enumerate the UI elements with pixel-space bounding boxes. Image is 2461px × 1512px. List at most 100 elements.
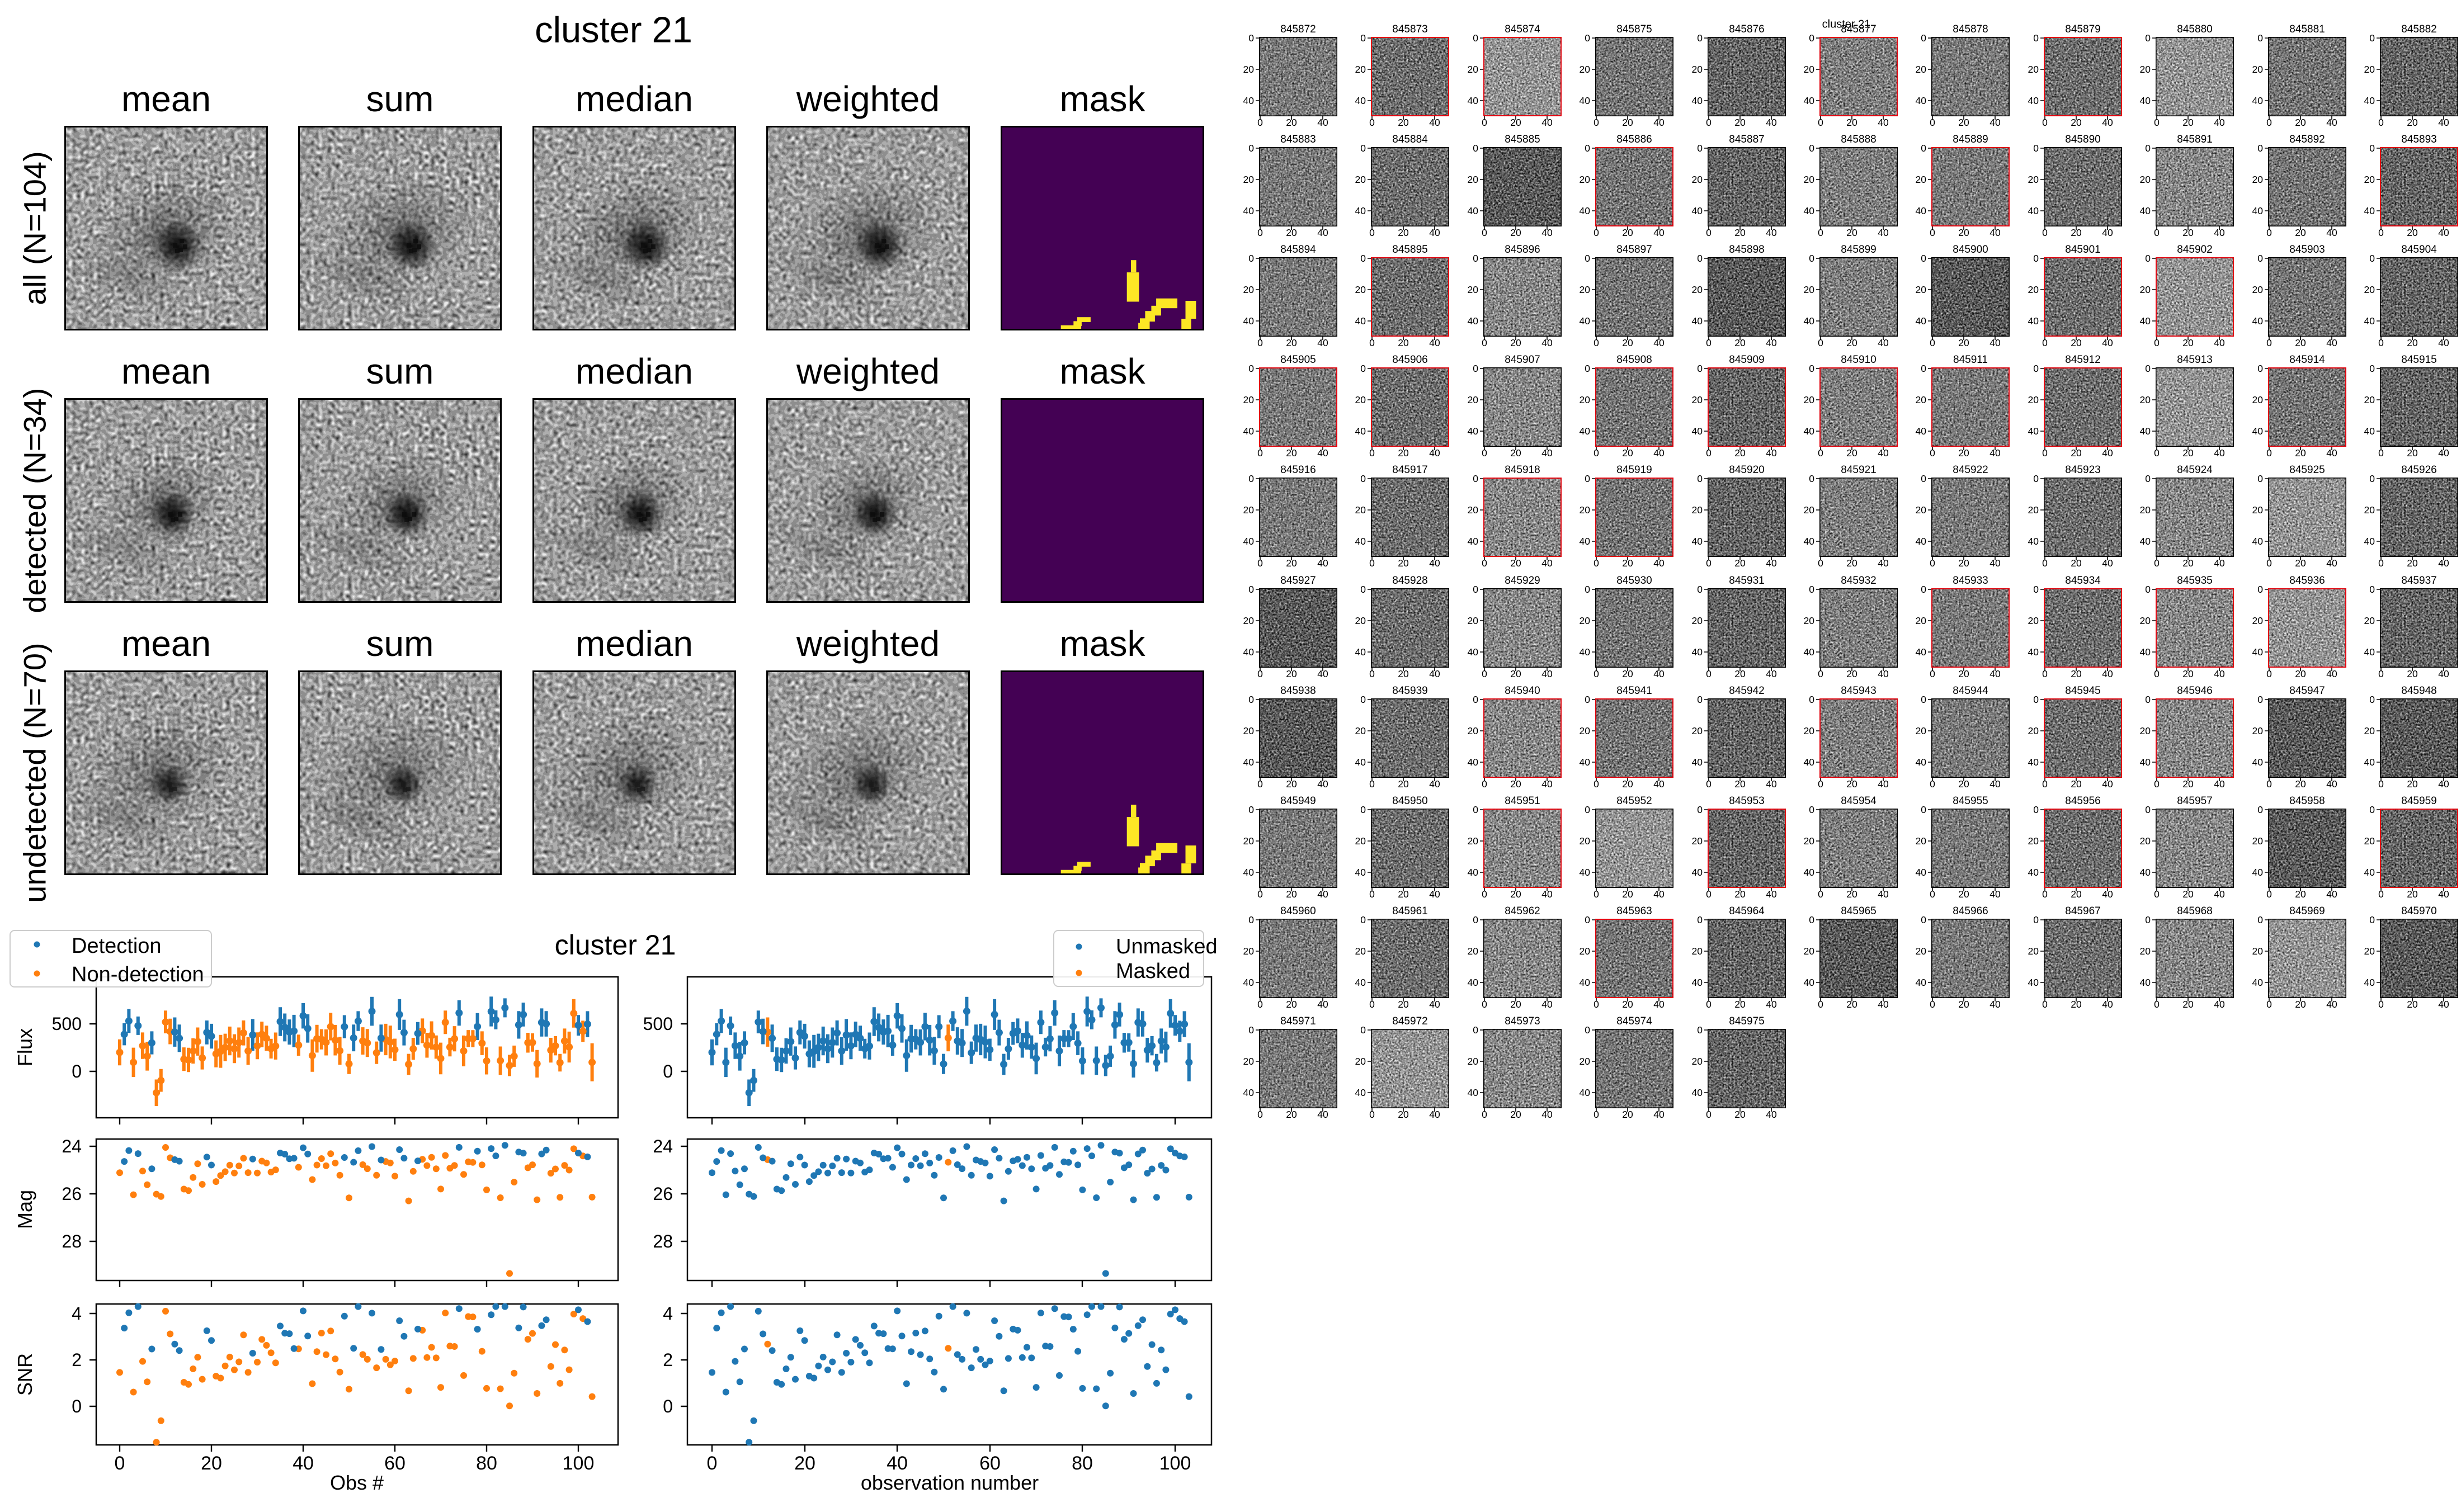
svg-text:40: 40: [1580, 977, 1591, 988]
svg-text:Masked: Masked: [1116, 960, 1190, 983]
svg-text:0: 0: [2033, 143, 2039, 154]
svg-text:40: 40: [1804, 426, 1815, 437]
svg-text:4: 4: [663, 1303, 673, 1324]
svg-text:845960: 845960: [1280, 905, 1316, 917]
svg-text:0: 0: [1930, 447, 1935, 459]
svg-text:0: 0: [1360, 32, 1366, 44]
svg-text:40: 40: [2252, 536, 2264, 547]
svg-text:20: 20: [1243, 1056, 1255, 1067]
svg-text:40: 40: [1429, 117, 1440, 128]
svg-text:40: 40: [2214, 117, 2225, 128]
svg-text:0: 0: [1360, 804, 1366, 815]
svg-text:20: 20: [2028, 504, 2039, 516]
svg-text:0: 0: [1706, 778, 1712, 790]
svg-text:40: 40: [1653, 117, 1665, 128]
svg-text:20: 20: [1468, 946, 1479, 957]
svg-text:40: 40: [1916, 315, 1927, 327]
svg-text:20: 20: [1734, 117, 1746, 128]
svg-text:20: 20: [1243, 504, 1255, 516]
svg-text:0: 0: [1248, 143, 1254, 154]
svg-text:2: 2: [663, 1350, 673, 1370]
svg-text:20: 20: [1355, 394, 1366, 405]
svg-text:40: 40: [1429, 778, 1440, 790]
svg-text:0: 0: [1593, 447, 1599, 459]
svg-text:0: 0: [2257, 584, 2263, 595]
svg-text:20: 20: [2407, 227, 2418, 238]
svg-text:20: 20: [2182, 557, 2194, 569]
svg-text:845971: 845971: [1280, 1015, 1316, 1027]
svg-text:40: 40: [1541, 1109, 1553, 1120]
svg-text:40: 40: [2364, 536, 2375, 547]
svg-text:20: 20: [1355, 835, 1366, 847]
svg-text:20: 20: [2140, 284, 2151, 295]
svg-text:40: 40: [2028, 536, 2039, 547]
svg-text:40: 40: [1541, 668, 1553, 679]
svg-text:40: 40: [1317, 668, 1328, 679]
svg-text:845964: 845964: [1729, 905, 1765, 917]
svg-text:40: 40: [1878, 557, 1889, 569]
svg-text:40: 40: [1355, 536, 1366, 547]
svg-text:0: 0: [2266, 447, 2272, 459]
svg-text:40: 40: [1878, 668, 1889, 679]
svg-text:20: 20: [2364, 64, 2375, 75]
svg-text:0: 0: [1369, 999, 1375, 1010]
svg-text:20: 20: [1580, 946, 1591, 957]
svg-text:40: 40: [1653, 337, 1665, 348]
svg-text:20: 20: [1804, 835, 1815, 847]
svg-text:20: 20: [1398, 999, 1409, 1010]
svg-text:0: 0: [2369, 694, 2375, 705]
svg-text:20: 20: [1692, 174, 1703, 185]
svg-text:20: 20: [1734, 999, 1746, 1010]
svg-text:0: 0: [2378, 999, 2384, 1010]
svg-text:0: 0: [1369, 778, 1375, 790]
svg-text:40: 40: [1243, 426, 1255, 437]
svg-text:20: 20: [1243, 394, 1255, 405]
svg-text:0: 0: [2042, 668, 2048, 679]
svg-text:0: 0: [1585, 694, 1590, 705]
svg-text:20: 20: [1958, 778, 1969, 790]
svg-text:845895: 845895: [1392, 244, 1427, 256]
svg-text:0: 0: [1697, 914, 1703, 925]
svg-text:845928: 845928: [1392, 575, 1427, 587]
svg-text:0: 0: [1482, 999, 1487, 1010]
svg-text:845958: 845958: [2289, 795, 2325, 807]
svg-text:0: 0: [1257, 889, 1263, 900]
svg-text:0: 0: [1706, 557, 1712, 569]
svg-text:20: 20: [2407, 447, 2418, 459]
svg-text:20: 20: [1622, 337, 1633, 348]
svg-text:845969: 845969: [2289, 905, 2325, 917]
svg-text:0: 0: [2033, 804, 2039, 815]
svg-text:20: 20: [1286, 557, 1297, 569]
svg-text:24: 24: [62, 1136, 82, 1156]
svg-text:20: 20: [1398, 227, 1409, 238]
svg-text:0: 0: [1930, 337, 1935, 348]
svg-text:40: 40: [1243, 867, 1255, 878]
svg-text:40: 40: [1916, 646, 1927, 658]
svg-text:40: 40: [2364, 205, 2375, 216]
svg-text:0: 0: [1248, 914, 1254, 925]
svg-text:0: 0: [1809, 143, 1814, 154]
svg-text:20: 20: [2182, 227, 2194, 238]
svg-text:40: 40: [1468, 205, 1479, 216]
svg-text:20: 20: [1355, 1056, 1366, 1067]
svg-text:0: 0: [2369, 143, 2375, 154]
svg-text:845913: 845913: [2177, 354, 2212, 366]
svg-text:0: 0: [2145, 914, 2151, 925]
svg-text:20: 20: [2364, 284, 2375, 295]
svg-text:20: 20: [2182, 117, 2194, 128]
svg-text:20: 20: [2407, 117, 2418, 128]
svg-text:0: 0: [1697, 253, 1703, 264]
svg-text:845944: 845944: [1953, 685, 1988, 697]
svg-text:40: 40: [2140, 757, 2151, 768]
svg-text:0: 0: [1257, 447, 1263, 459]
svg-text:0: 0: [2369, 804, 2375, 815]
svg-text:0: 0: [2145, 694, 2151, 705]
svg-text:845887: 845887: [1729, 134, 1764, 145]
svg-text:40: 40: [1766, 668, 1777, 679]
svg-text:845875: 845875: [1616, 23, 1652, 35]
svg-text:845959: 845959: [2401, 795, 2436, 807]
svg-text:40: 40: [2326, 117, 2337, 128]
svg-text:0: 0: [2154, 117, 2160, 128]
svg-text:20: 20: [2295, 778, 2306, 790]
svg-text:845919: 845919: [1616, 464, 1652, 476]
